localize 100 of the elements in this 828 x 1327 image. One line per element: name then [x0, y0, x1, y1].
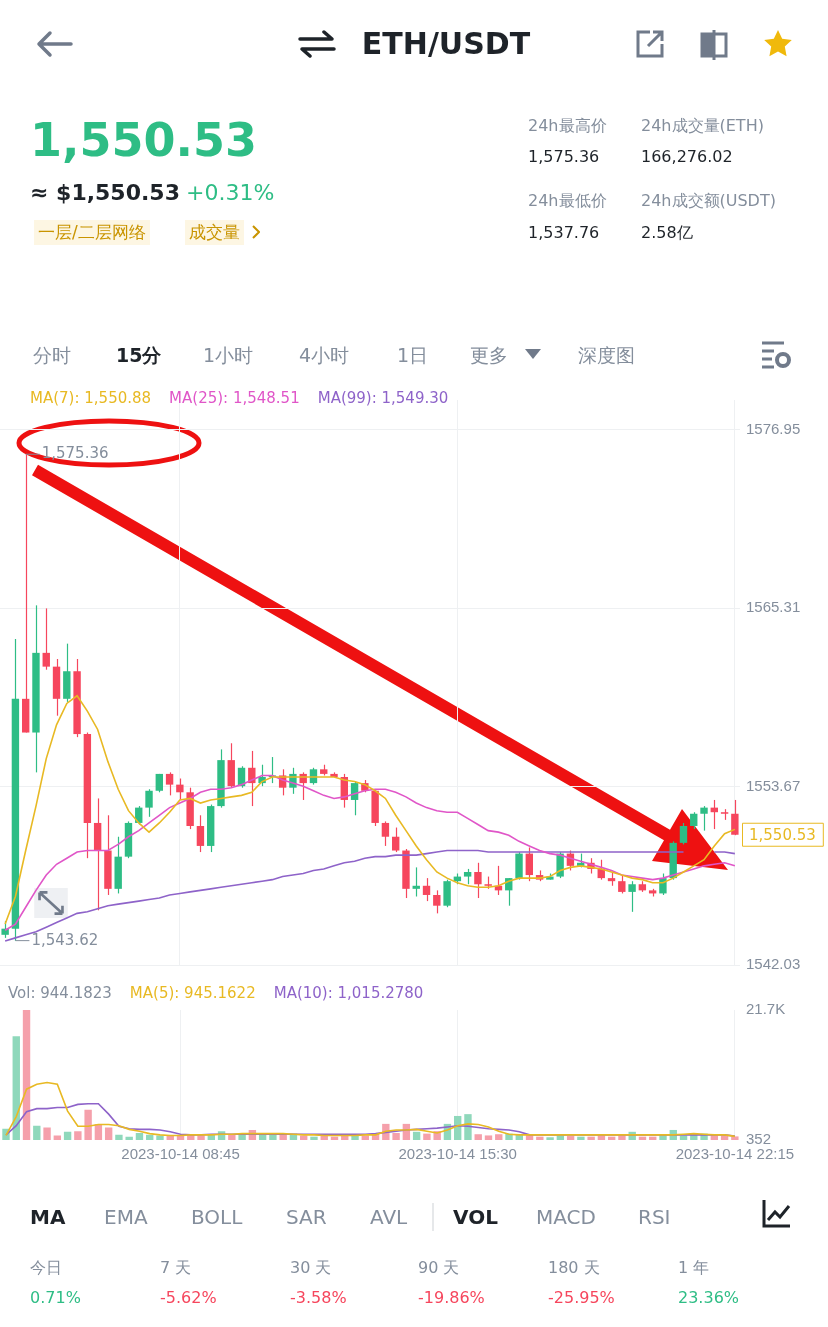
bar [474, 1134, 482, 1140]
candlestick [176, 777, 184, 801]
bar [577, 1136, 585, 1140]
candlestick [679, 822, 688, 845]
candlestick [628, 880, 636, 913]
bar [74, 1131, 82, 1140]
text: 一层/二层网络 [34, 219, 150, 245]
x-tick-label: 2023-10-14 08:45 [121, 1145, 240, 1163]
bar [33, 1125, 41, 1140]
text: RSI [638, 1205, 671, 1229]
text: -19.86% [418, 1288, 485, 1308]
text: MA [30, 1205, 66, 1229]
bar [146, 1134, 154, 1140]
bar [587, 1136, 595, 1140]
text: EMA [104, 1205, 148, 1229]
bar [310, 1136, 318, 1140]
y-tick-label: 1542.03 [746, 955, 801, 973]
text: 90 天 [418, 1258, 460, 1278]
text: VOL [453, 1205, 498, 1229]
text: 今日 [30, 1258, 62, 1278]
bar [104, 1127, 113, 1140]
candlestick [433, 889, 441, 914]
text: 1,550.53 [30, 113, 257, 167]
text: 2.58亿 [641, 223, 693, 243]
candlestick [248, 750, 256, 807]
text: 15分 [116, 343, 162, 367]
annotation: 1,543.62 [31, 930, 99, 949]
text: 7 天 [160, 1258, 192, 1278]
text: MA(25): 1,548.51 [169, 389, 300, 407]
text: SAR [286, 1205, 327, 1229]
text: 30 天 [290, 1258, 332, 1278]
candlestick [700, 805, 708, 832]
y-tick-label: 21.7K [746, 1000, 786, 1018]
bar [536, 1136, 544, 1140]
bar [22, 1010, 31, 1140]
text: +0.31% [186, 180, 275, 206]
candlestick [525, 846, 534, 882]
bar [84, 1109, 92, 1140]
bar [484, 1135, 493, 1140]
y-tick-label: 352 [746, 1130, 772, 1148]
text: MA(10): 1,015.2780 [273, 984, 424, 1002]
bar [238, 1134, 246, 1140]
text: Vol: 944.1823 [8, 984, 112, 1002]
candlestick [196, 814, 205, 853]
bar [125, 1136, 133, 1140]
annotation: 1,575.36 [41, 444, 109, 463]
text: 深度图 [578, 343, 635, 367]
bar [412, 1131, 421, 1140]
text: 1,537.76 [528, 223, 600, 243]
chart-title: ETH/USDT [361, 26, 531, 61]
text: 24h最低价 [528, 191, 607, 211]
bar [43, 1127, 51, 1140]
bar [135, 1133, 144, 1140]
text: -25.95% [548, 1288, 615, 1308]
bar [495, 1134, 503, 1140]
text: 4小时 [299, 343, 350, 367]
text: 1 年 [678, 1258, 710, 1278]
candlestick [145, 788, 153, 818]
text: ≈ $1,550.53 [30, 180, 180, 206]
text: 更多 [470, 343, 508, 367]
candlestick [422, 877, 431, 902]
text: 分时 [33, 343, 71, 367]
text: 0.71% [30, 1288, 81, 1308]
bar [566, 1136, 575, 1140]
text: MA(7): 1,550.88 [30, 389, 152, 407]
text: 成交量 [185, 219, 244, 245]
text: -3.58% [290, 1288, 347, 1308]
text: 1小时 [203, 343, 254, 367]
text: 1,550.53 [749, 825, 816, 844]
text: 1,575.36 [528, 147, 600, 167]
bar [546, 1137, 554, 1140]
text: MA(99): 1,549.30 [317, 389, 449, 407]
text: 180 天 [548, 1258, 600, 1278]
text: MACD [536, 1205, 596, 1229]
bar [53, 1135, 62, 1140]
y-tick-label: 1576.95 [746, 420, 801, 438]
candlestick [618, 874, 626, 895]
x-tick-label: 2023-10-14 22:15 [675, 1145, 795, 1163]
text: 24h成交额(USDT) [641, 191, 776, 211]
candlestick [474, 862, 482, 899]
text: MA(5): 945.1622 [129, 984, 256, 1002]
text: 1日 [397, 343, 429, 367]
y-tick-label: 1565.31 [746, 598, 801, 616]
bar [63, 1131, 72, 1140]
bar [423, 1133, 431, 1140]
text: 166,276.02 [641, 147, 733, 167]
text: BOLL [191, 1205, 243, 1229]
text: 24h最高价 [528, 116, 607, 136]
x-tick-label: 2023-10-14 15:30 [398, 1145, 517, 1163]
bar [115, 1134, 123, 1140]
candlestick [731, 799, 739, 836]
text: AVL [370, 1205, 408, 1229]
candlestick [42, 607, 50, 671]
text: 23.36% [678, 1288, 740, 1308]
y-tick-label: 1553.67 [746, 776, 801, 794]
candlestick [381, 820, 390, 847]
bar [392, 1133, 400, 1140]
text: -5.62% [160, 1288, 217, 1308]
candlestick [412, 866, 420, 898]
text: 24h成交量(ETH) [641, 116, 764, 136]
